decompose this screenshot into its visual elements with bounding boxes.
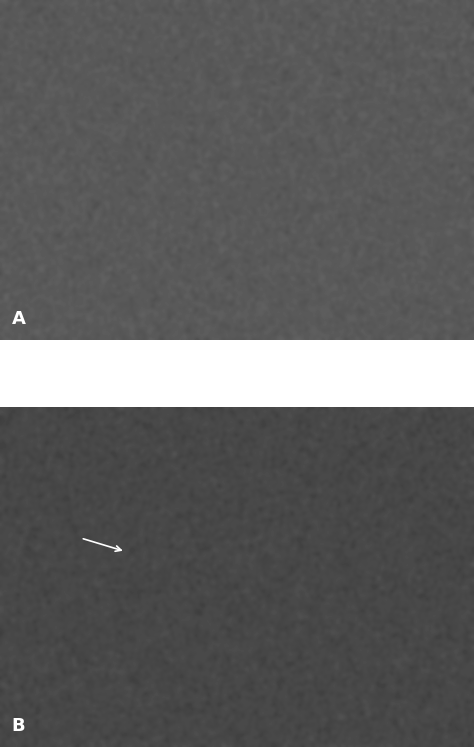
Text: B: B [12,717,26,735]
Text: A: A [12,310,26,328]
